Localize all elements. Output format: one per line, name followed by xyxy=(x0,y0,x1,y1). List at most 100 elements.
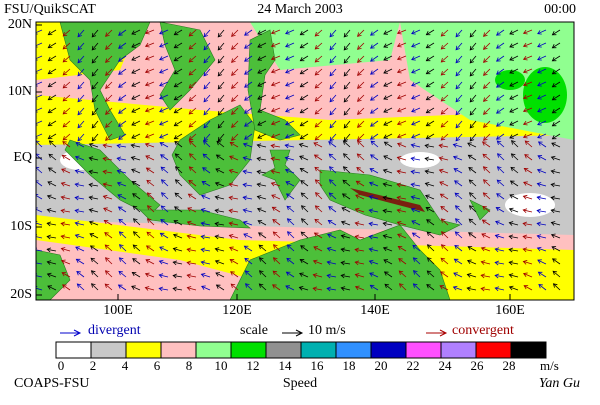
arrow-shaft xyxy=(329,133,337,142)
arrow-head xyxy=(536,246,542,252)
arrow-shaft xyxy=(551,183,561,187)
arrow-shaft xyxy=(159,246,169,252)
arrow-shaft xyxy=(483,81,491,89)
arrow-head xyxy=(440,45,446,50)
arrow-head xyxy=(159,134,164,139)
wind-arrow xyxy=(91,29,99,38)
arrow-shaft xyxy=(426,231,435,239)
arrow-head xyxy=(242,195,248,201)
wind-arrow xyxy=(495,55,505,62)
wind-arrow xyxy=(46,194,57,200)
arrow-shaft xyxy=(174,42,183,49)
arrow-shaft xyxy=(370,29,379,36)
arrow-shaft xyxy=(61,260,71,265)
arrow-head xyxy=(270,68,276,74)
wind-arrow xyxy=(396,169,407,175)
arrow-head xyxy=(440,218,446,223)
arrow-shaft xyxy=(159,94,169,99)
wind-arrow xyxy=(509,107,519,113)
arrow-shaft xyxy=(147,192,155,200)
wind-arrow xyxy=(62,81,71,89)
arrow-shaft xyxy=(469,120,477,129)
arrow-shaft xyxy=(426,120,435,127)
map xyxy=(36,22,574,300)
arrow-shaft xyxy=(453,272,463,278)
arrow-shaft xyxy=(131,81,141,87)
arrow-shaft xyxy=(383,68,393,74)
arrow-shaft xyxy=(426,219,435,226)
arrow-head xyxy=(214,181,220,187)
wind-arrow xyxy=(104,270,113,278)
arrow-head xyxy=(200,221,206,227)
wind-arrow xyxy=(469,120,477,129)
arrow-shaft xyxy=(425,182,435,187)
arrow-head xyxy=(523,285,529,290)
arrow-shaft xyxy=(496,55,505,62)
wind-arrow xyxy=(77,107,85,116)
wind-arrow xyxy=(217,81,225,90)
arrow-head xyxy=(77,71,82,77)
arrow-shaft xyxy=(201,249,211,252)
wind-arrow xyxy=(411,55,421,61)
wind-arrow xyxy=(483,81,491,89)
arrow-shaft xyxy=(523,107,533,112)
arrow-head xyxy=(272,231,278,236)
wind-arrow xyxy=(383,107,393,113)
wind-arrow xyxy=(160,154,169,161)
arrow-head xyxy=(438,143,444,149)
wind-arrow xyxy=(522,55,533,61)
wind-arrow xyxy=(454,218,463,226)
arrow-shaft xyxy=(496,193,505,200)
arrow-shaft xyxy=(551,156,561,161)
wind-arrow xyxy=(426,284,435,291)
arrow-shaft xyxy=(383,120,393,126)
arrow-head xyxy=(188,84,194,89)
wind-arrow xyxy=(495,81,505,88)
arrow-shaft xyxy=(397,55,407,60)
wind-arrow xyxy=(410,143,421,148)
wind-arrow xyxy=(495,68,505,75)
wind-arrow xyxy=(426,270,435,278)
wind-arrow xyxy=(36,260,43,266)
arrow-shaft xyxy=(174,206,183,213)
arrow-head xyxy=(522,107,528,113)
arrow-shaft xyxy=(131,120,141,126)
wind-arrow xyxy=(202,167,211,174)
arrow-head xyxy=(425,44,431,49)
arrow-head xyxy=(117,284,123,289)
arrow-shaft xyxy=(243,157,253,161)
arrow-head xyxy=(469,84,475,90)
wind-arrow xyxy=(551,42,561,49)
arrow-shaft xyxy=(159,274,169,278)
arrow-head xyxy=(131,56,136,61)
arrow-head xyxy=(370,135,375,140)
arrow-head xyxy=(329,123,334,129)
arrow-head xyxy=(60,259,66,265)
arrow-shaft xyxy=(441,42,449,50)
wind-arrow xyxy=(284,156,295,161)
wind-arrow xyxy=(47,120,57,127)
arrow-head xyxy=(495,207,501,212)
arrow-shaft xyxy=(357,107,365,115)
arrow-shaft xyxy=(496,179,505,187)
arrow-shaft xyxy=(454,180,463,187)
wind-arrow xyxy=(186,247,197,253)
arrow-shaft xyxy=(370,140,379,148)
arrow-head xyxy=(469,110,475,116)
arrow-shaft xyxy=(412,232,421,239)
wind-arrow xyxy=(46,208,57,213)
wind-arrow xyxy=(214,195,225,200)
arrow-shaft xyxy=(271,120,281,125)
wind-arrow xyxy=(469,68,477,77)
arrow-shaft xyxy=(343,133,351,142)
wind-arrow xyxy=(454,192,463,200)
wind-arrow xyxy=(173,94,183,101)
wind-arrow xyxy=(483,94,491,102)
arrow-shaft xyxy=(411,29,421,35)
arrow-head xyxy=(383,95,388,100)
wind-arrow xyxy=(410,195,421,200)
arrow-head xyxy=(131,271,137,277)
arrow-shaft xyxy=(231,29,239,37)
arrow-head xyxy=(131,168,136,173)
wind-arrow xyxy=(75,142,85,148)
